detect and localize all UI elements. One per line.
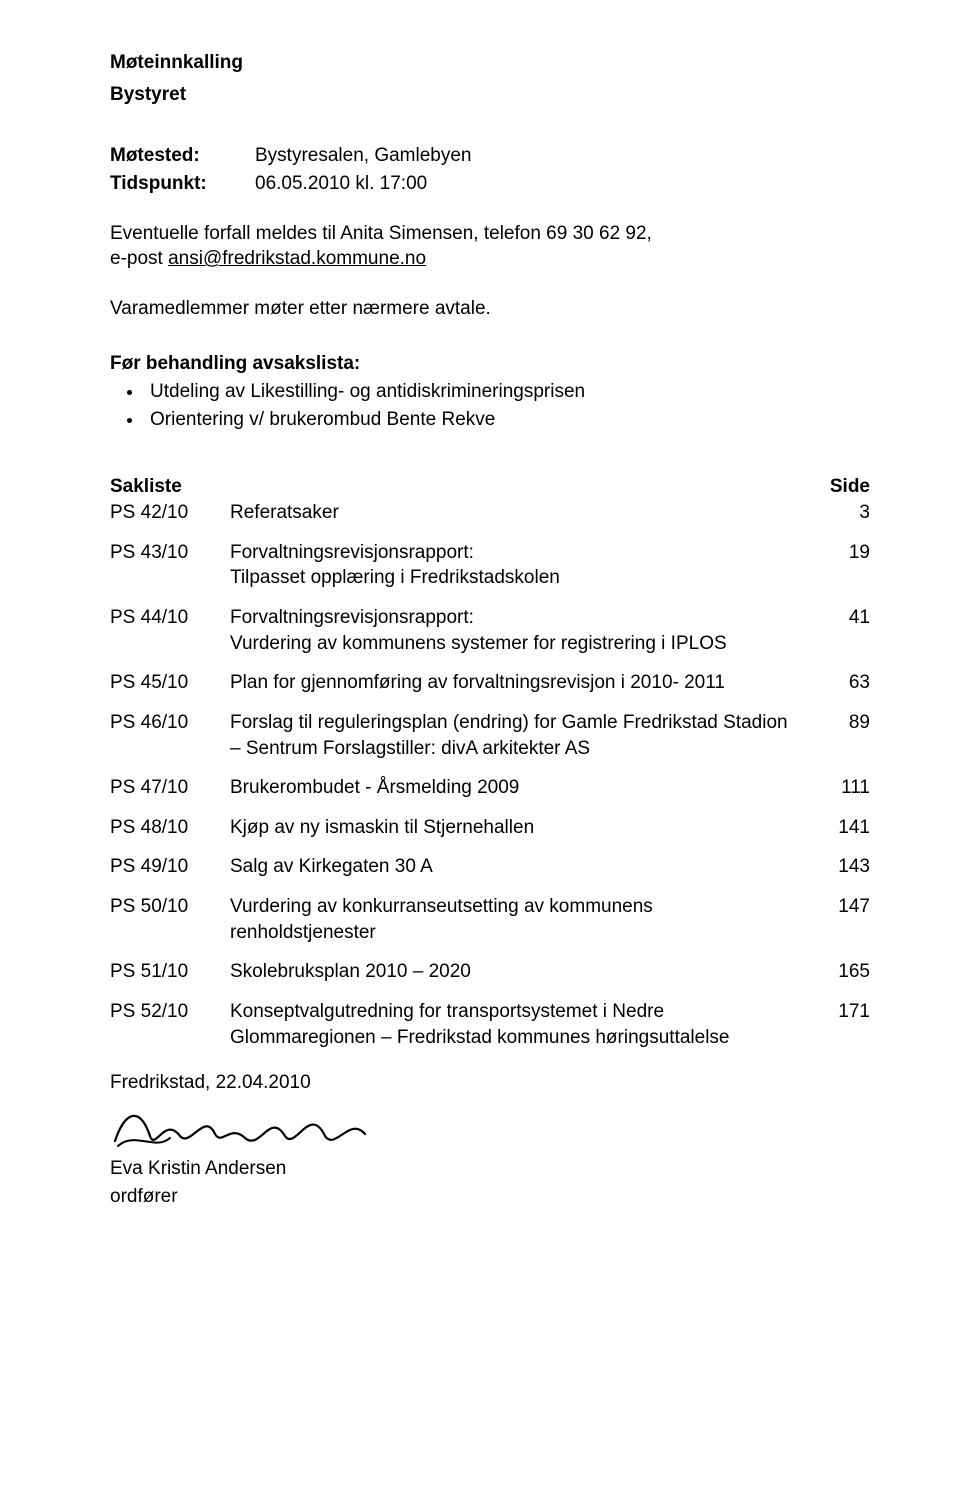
item-desc: Forvaltningsrevisjonsrapport:Tilpasset o…	[230, 540, 815, 591]
signature-block: Fredrikstad, 22.04.2010 Eva Kristin Ande…	[110, 1070, 870, 1209]
meta-value-tid: 06.05.2010 kl. 17:00	[255, 171, 427, 197]
table-row: PS 49/10 Salg av Kirkegaten 30 A 143	[110, 854, 870, 880]
table-row: PS 51/10 Skolebruksplan 2010 – 2020 165	[110, 959, 870, 985]
item-desc: Konseptvalgutredning for transportsystem…	[230, 999, 815, 1050]
item-desc: Salg av Kirkegaten 30 A	[230, 854, 815, 880]
forfall-prefix: e-post	[110, 248, 168, 269]
item-id: PS 42/10	[110, 500, 230, 526]
forfall-paragraph: Eventuelle forfall meldes til Anita Sime…	[110, 221, 870, 272]
forfall-line2: e-post ansi@fredrikstad.kommune.no	[110, 246, 870, 272]
item-page: 147	[815, 894, 870, 945]
item-page: 141	[815, 815, 870, 841]
item-id: PS 47/10	[110, 775, 230, 801]
meta-value-sted: Bystyresalen, Gamlebyen	[255, 143, 472, 169]
item-page: 89	[815, 710, 870, 761]
item-id: PS 48/10	[110, 815, 230, 841]
item-id: PS 46/10	[110, 710, 230, 761]
item-desc: Referatsaker	[230, 500, 815, 526]
item-desc: Plan for gjennomføring av forvaltningsre…	[230, 670, 815, 696]
item-desc: Forvaltningsrevisjonsrapport:Vurdering a…	[230, 605, 815, 656]
table-row: PS 42/10 Referatsaker 3	[110, 500, 870, 526]
sakliste-label: Sakliste	[110, 474, 230, 500]
item-desc: Skolebruksplan 2010 – 2020	[230, 959, 815, 985]
table-row: PS 50/10 Vurdering av konkurranseutsetti…	[110, 894, 870, 945]
item-page: 41	[815, 605, 870, 656]
signature-icon	[110, 1096, 370, 1154]
item-id: PS 44/10	[110, 605, 230, 656]
document-page: Møteinnkalling Bystyret Møtested: Bystyr…	[0, 0, 960, 1500]
table-row: PS 46/10 Forslag til reguleringsplan (en…	[110, 710, 870, 761]
sakliste-header: Sakliste Side	[110, 474, 870, 500]
meta-label-sted: Møtested:	[110, 143, 255, 169]
item-id: PS 43/10	[110, 540, 230, 591]
item-desc: Kjøp av ny ismaskin til Stjernehallen	[230, 815, 815, 841]
item-page: 19	[815, 540, 870, 591]
item-page: 111	[815, 775, 870, 801]
before-heading: Før behandling avsakslista:	[110, 351, 870, 377]
side-label: Side	[815, 474, 870, 500]
forfall-line1: Eventuelle forfall meldes til Anita Sime…	[110, 221, 870, 247]
bullet-item: Orientering v/ brukerombud Bente Rekve	[144, 407, 870, 433]
bullet-list: Utdeling av Likestilling- og antidiskrim…	[144, 379, 870, 432]
table-row: PS 48/10 Kjøp av ny ismaskin til Stjerne…	[110, 815, 870, 841]
item-desc: Vurdering av konkurranseutsetting av kom…	[230, 894, 815, 945]
signature-role: ordfører	[110, 1184, 870, 1210]
signature-place-date: Fredrikstad, 22.04.2010	[110, 1070, 870, 1096]
item-id: PS 51/10	[110, 959, 230, 985]
bullet-item: Utdeling av Likestilling- og antidiskrim…	[144, 379, 870, 405]
item-id: PS 50/10	[110, 894, 230, 945]
table-row: PS 45/10 Plan for gjennomføring av forva…	[110, 670, 870, 696]
signature-name: Eva Kristin Andersen	[110, 1156, 870, 1182]
item-desc: Brukerombudet - Årsmelding 2009	[230, 775, 815, 801]
doc-title-2: Bystyret	[110, 82, 870, 108]
item-id: PS 52/10	[110, 999, 230, 1050]
item-id: PS 45/10	[110, 670, 230, 696]
vara-paragraph: Varamedlemmer møter etter nærmere avtale…	[110, 296, 870, 322]
forfall-email-link[interactable]: ansi@fredrikstad.kommune.no	[168, 248, 426, 269]
meta-label-tid: Tidspunkt:	[110, 171, 255, 197]
doc-title-1: Møteinnkalling	[110, 50, 870, 76]
meta-row-tid: Tidspunkt: 06.05.2010 kl. 17:00	[110, 171, 870, 197]
sakliste-spacer	[230, 474, 815, 500]
table-row: PS 44/10 Forvaltningsrevisjonsrapport:Vu…	[110, 605, 870, 656]
item-page: 63	[815, 670, 870, 696]
item-page: 143	[815, 854, 870, 880]
item-id: PS 49/10	[110, 854, 230, 880]
table-row: PS 43/10 Forvaltningsrevisjonsrapport:Ti…	[110, 540, 870, 591]
meta-row-sted: Møtested: Bystyresalen, Gamlebyen	[110, 143, 870, 169]
table-row: PS 47/10 Brukerombudet - Årsmelding 2009…	[110, 775, 870, 801]
item-desc: Forslag til reguleringsplan (endring) fo…	[230, 710, 815, 761]
table-row: PS 52/10 Konseptvalgutredning for transp…	[110, 999, 870, 1050]
item-page: 171	[815, 999, 870, 1050]
item-page: 3	[815, 500, 870, 526]
item-page: 165	[815, 959, 870, 985]
